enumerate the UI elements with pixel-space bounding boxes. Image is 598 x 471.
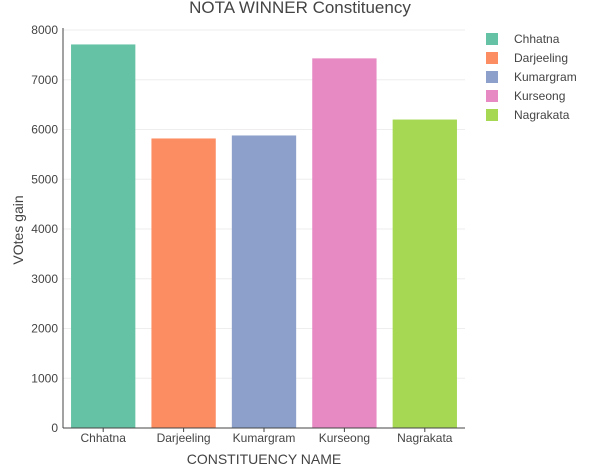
legend-swatch-darjeeling — [486, 52, 498, 64]
y-tick-label: 5000 — [31, 172, 58, 186]
x-tick-label: Kumargram — [233, 431, 296, 445]
legend-swatch-chhatna — [486, 33, 498, 45]
x-axis-title: CONSTITUENCY NAME — [187, 451, 342, 466]
legend-label-nagrakata: Nagrakata — [514, 108, 570, 122]
y-tick-label: 1000 — [31, 371, 58, 385]
y-axis-title: VOtes gain — [10, 195, 26, 264]
y-tick-label: 2000 — [31, 322, 58, 336]
y-tick-label: 3000 — [31, 272, 58, 286]
x-tick-label: Kurseong — [319, 431, 370, 445]
bar-darjeeling — [151, 138, 216, 428]
legend-label-kumargram: Kumargram — [514, 70, 577, 84]
x-tick-label: Darjeeling — [157, 431, 211, 445]
legend-swatch-kurseong — [486, 90, 498, 102]
bar-kumargram — [231, 135, 297, 428]
y-tick-label: 4000 — [31, 222, 58, 236]
y-tick-label: 6000 — [31, 123, 58, 137]
legend-label-kurseong: Kurseong — [514, 89, 565, 103]
legend-label-darjeeling: Darjeeling — [514, 51, 568, 65]
y-tick-label: 0 — [51, 421, 58, 435]
y-tick-label: 8000 — [31, 23, 58, 37]
bar-nagrakata — [392, 119, 457, 429]
axes: 0 1000 2000 3000 4000 5000 6000 7000 8000 Chhatna… — [31, 23, 465, 445]
bar-kurseong — [312, 58, 377, 429]
x-tick-label: Nagrakata — [397, 431, 453, 445]
legend-swatch-kumargram — [486, 71, 498, 83]
bars — [71, 44, 457, 429]
legend-label-chhatna: Chhatna — [514, 32, 560, 46]
y-tick-label: 7000 — [31, 73, 58, 87]
legend: Chhatna Darjeeling Kumargram Kurseong Nagrak… — [486, 32, 577, 122]
legend-swatch-nagrakata — [486, 109, 498, 121]
x-tick-label: Chhatna — [81, 431, 127, 445]
chart-title: NOTA WINNER Constituency — [189, 0, 411, 17]
bar-chhatna — [71, 44, 136, 429]
